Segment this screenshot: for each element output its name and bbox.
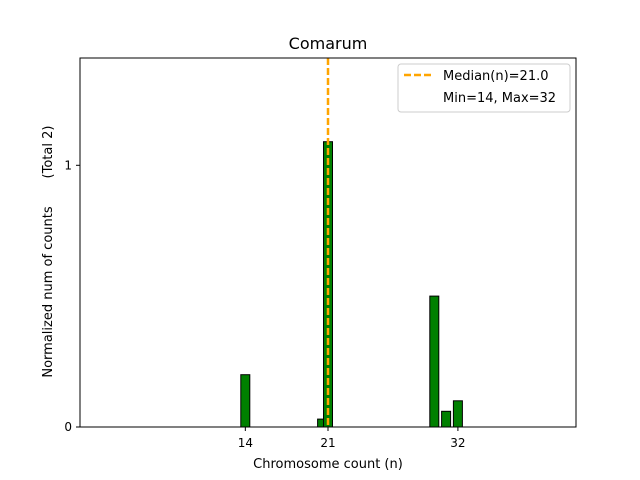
bar-4 <box>441 410 452 428</box>
x-tick-label-14: 14 <box>238 436 253 450</box>
y-axis-ticks: 01 <box>64 158 80 434</box>
bar-0 <box>240 374 251 428</box>
bar-3 <box>429 295 440 428</box>
legend-min-max-label: Min=14, Max=32 <box>443 91 556 106</box>
x-axis-label: Chromosome count (n) <box>253 457 403 472</box>
y-tick-label-1: 1 <box>64 158 72 172</box>
legend-box <box>397 63 571 113</box>
bar-5 <box>452 400 463 428</box>
x-axis-ticks: 14 21 32 <box>238 427 466 450</box>
y-axis-label: Normalized num of counts <box>41 206 56 377</box>
legend-median-label: Median(n)=21.0 <box>443 69 549 84</box>
y-axis-total-label: (Total 2) <box>41 126 56 179</box>
y-tick-label-0: 0 <box>64 420 72 434</box>
chart-title: Comarum <box>289 34 368 53</box>
x-tick-label-21: 21 <box>320 436 335 450</box>
y-axis-label-group: Normalized num of counts (Total 2) <box>41 126 56 378</box>
x-tick-label-32: 32 <box>450 436 465 450</box>
legend: Median(n)=21.0 Min=14, Max=32 <box>397 63 571 113</box>
